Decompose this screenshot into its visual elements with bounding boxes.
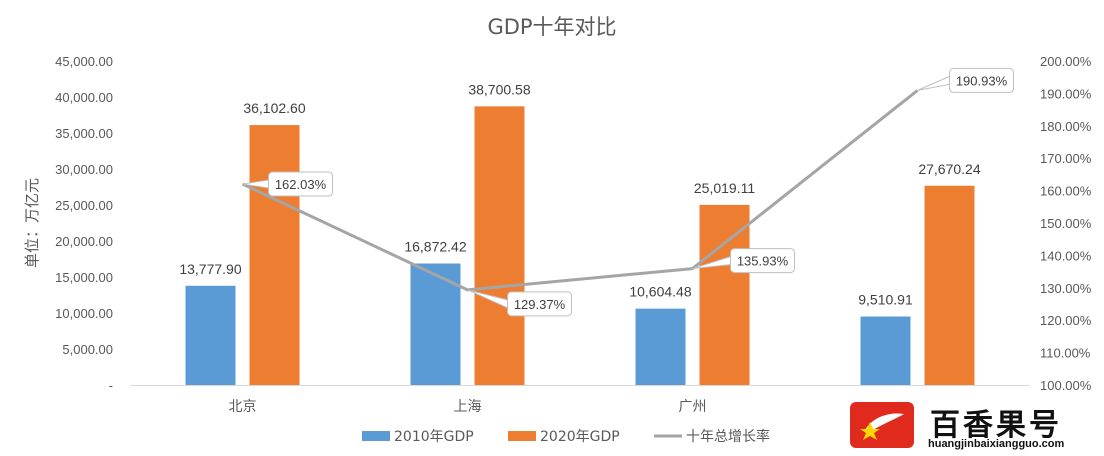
y-tick-label: 35,000.00 bbox=[55, 126, 113, 141]
legend-label: 十年总增长率 bbox=[686, 428, 770, 445]
watermark-logo: 百香果号 huangjinbaixiangguo.com bbox=[850, 400, 1100, 454]
callout-box bbox=[268, 171, 333, 197]
brand-icon bbox=[850, 402, 914, 448]
y-tick-label: 10,000.00 bbox=[55, 306, 113, 321]
line-value-label: 129.37% bbox=[514, 297, 566, 312]
bar-value-label: 27,670.24 bbox=[918, 161, 980, 177]
y2-tick-label: 180.00% bbox=[1040, 119, 1092, 134]
y-tick-label: 15,000.00 bbox=[55, 270, 113, 285]
y2-tick-label: 200.00% bbox=[1040, 54, 1092, 69]
chart-title: GDP十年对比 bbox=[487, 15, 616, 39]
x-tick-label: 广州 bbox=[679, 399, 707, 415]
callout-box bbox=[730, 248, 795, 274]
y-tick-label: 25,000.00 bbox=[55, 198, 113, 213]
bar bbox=[635, 308, 686, 385]
bar-value-label: 13,777.90 bbox=[179, 261, 241, 277]
bar-value-label: 38,700.58 bbox=[468, 81, 530, 97]
y-tick-label: 40,000.00 bbox=[55, 90, 113, 105]
y-axis-label: 单位：万亿元 bbox=[23, 178, 41, 268]
y-tick-label: - bbox=[109, 378, 113, 393]
y2-tick-label: 140.00% bbox=[1040, 248, 1092, 263]
callout-pointer bbox=[917, 75, 950, 91]
line-value-label: 162.03% bbox=[275, 177, 327, 192]
legend-swatch bbox=[508, 431, 536, 441]
y2-tick-label: 170.00% bbox=[1040, 151, 1092, 166]
y2-tick-label: 100.00% bbox=[1040, 378, 1092, 393]
bar bbox=[860, 316, 911, 385]
bar-value-label: 16,872.42 bbox=[404, 239, 466, 255]
bar bbox=[185, 285, 236, 385]
y-tick-label: 5,000.00 bbox=[62, 342, 113, 357]
bar bbox=[249, 125, 300, 385]
series-line bbox=[241, 89, 919, 292]
watermark-text: 百香果号 bbox=[930, 408, 1062, 443]
line-value-label: 135.93% bbox=[737, 254, 789, 269]
legend-label: 2020年GDP bbox=[540, 429, 620, 445]
bar-value-label: 10,604.48 bbox=[629, 284, 691, 300]
y2-tick-label: 160.00% bbox=[1040, 184, 1092, 199]
bar bbox=[699, 204, 750, 385]
bar-value-label: 36,102.60 bbox=[243, 100, 305, 116]
x-tick-label: 北京 bbox=[229, 399, 257, 415]
y2-tick-label: 120.00% bbox=[1040, 313, 1092, 328]
y2-tick-label: 110.00% bbox=[1040, 346, 1091, 361]
bar-value-label: 9,510.91 bbox=[858, 292, 913, 308]
bar-value-label: 25,019.11 bbox=[694, 180, 755, 196]
y2-tick-label: 150.00% bbox=[1040, 216, 1092, 231]
y-tick-label: 20,000.00 bbox=[55, 234, 113, 249]
callout-box bbox=[507, 291, 572, 317]
y2-tick-label: 130.00% bbox=[1040, 281, 1092, 296]
watermark-url: huangjinbaixiangguo.com bbox=[928, 438, 1065, 450]
bar bbox=[474, 106, 525, 385]
line-value-label: 190.93% bbox=[956, 73, 1008, 88]
y-tick-label: 45,000.00 bbox=[55, 54, 113, 69]
callout-box bbox=[949, 67, 1014, 93]
bar bbox=[924, 185, 975, 385]
x-tick-label: 上海 bbox=[454, 399, 482, 415]
legend-label: 2010年GDP bbox=[394, 429, 474, 445]
y-tick-label: 30,000.00 bbox=[55, 162, 113, 177]
y2-tick-label: 190.00% bbox=[1040, 86, 1092, 101]
legend-swatch bbox=[362, 431, 390, 441]
